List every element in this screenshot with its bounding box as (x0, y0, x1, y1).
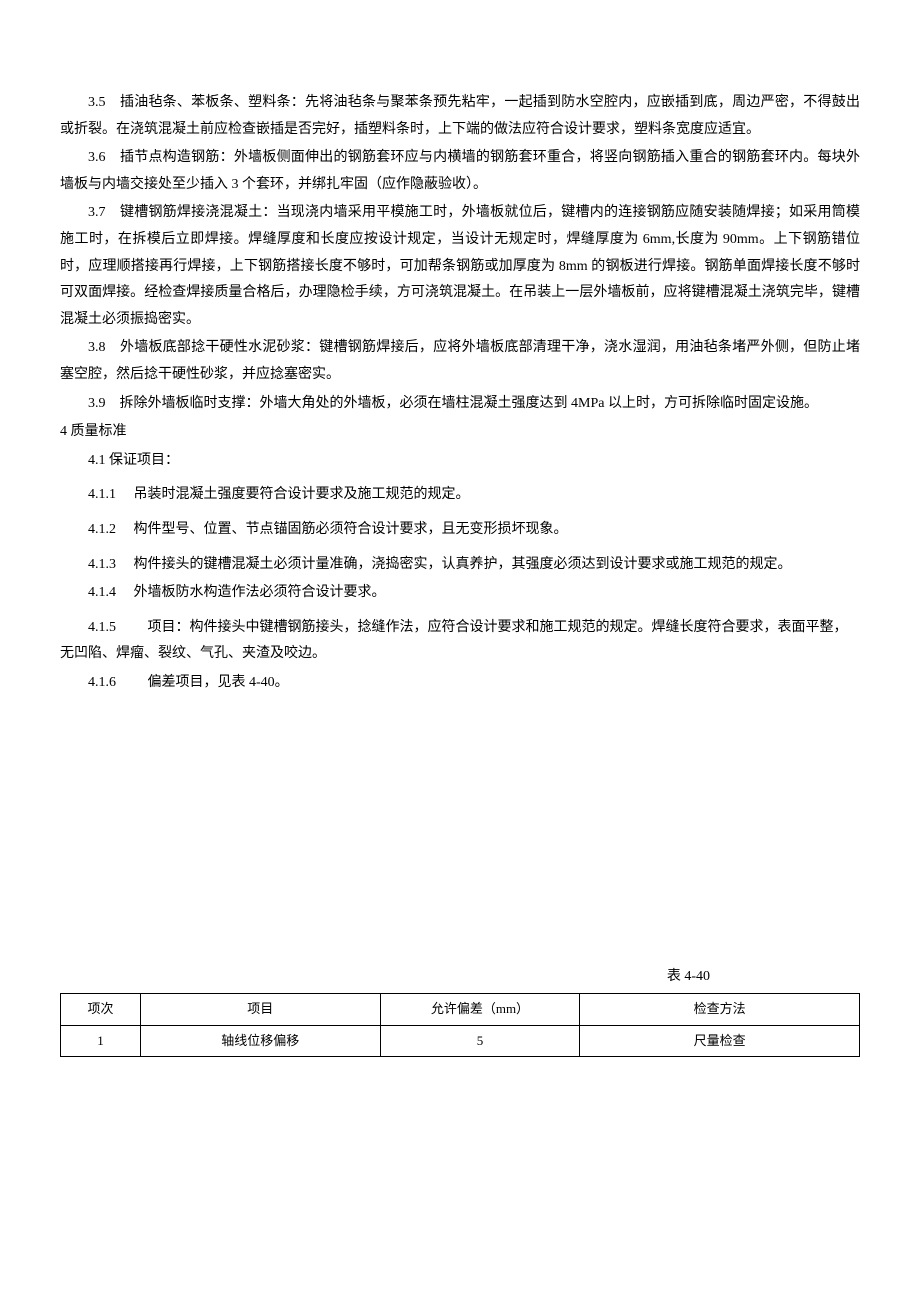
para-3-8: 3.8 外墙板底部捻干硬性水泥砂浆：键槽钢筋焊接后，应将外墙板底部清理干净，浇水… (60, 335, 860, 388)
deviation-table: 项次 项目 允许偏差（mm） 检查方法 1 轴线位移偏移 5 尺量检查 (60, 993, 860, 1057)
section-4-1: 4.1 保证项目： (60, 448, 860, 475)
spacer (60, 704, 860, 964)
table-cell-r1c1: 1 (61, 1025, 141, 1057)
item-4-1-4: 4.1.4 外墙板防水构造作法必须符合设计要求。 (60, 580, 860, 607)
item-4-1-5: 4.1.5 项目：构件接头中键槽钢筋接头，捻缝作法，应符合设计要求和施工规范的规… (60, 615, 860, 668)
table-cell-r1c3: 5 (380, 1025, 580, 1057)
item-4-1-3: 4.1.3 构件接头的键槽混凝土必须计量准确，浇捣密实，认真养护，其强度必须达到… (60, 552, 860, 579)
para-3-7: 3.7 键槽钢筋焊接浇混凝土：当现浇内墙采用平模施工时，外墙板就位后，键槽内的连… (60, 200, 860, 333)
para-3-9: 3.9 拆除外墙板临时支撑：外墙大角处的外墙板，必须在墙柱混凝土强度达到 4MP… (60, 391, 860, 418)
para-3-6: 3.6 插节点构造钢筋：外墙板侧面伸出的钢筋套环应与内横墙的钢筋套环重合，将竖向… (60, 145, 860, 198)
table-header-row: 项次 项目 允许偏差（mm） 检查方法 (61, 994, 860, 1026)
table-cell-r1c2: 轴线位移偏移 (140, 1025, 380, 1057)
table-header-col4: 检查方法 (580, 994, 860, 1026)
table-header-col3: 允许偏差（mm） (380, 994, 580, 1026)
heading-4: 4 质量标准 (60, 419, 860, 446)
table-row: 1 轴线位移偏移 5 尺量检查 (61, 1025, 860, 1057)
item-4-1-1: 4.1.1 吊装时混凝土强度要符合设计要求及施工规范的规定。 (60, 482, 860, 509)
para-3-5: 3.5 插油毡条、苯板条、塑料条：先将油毡条与聚苯条预先粘牢，一起插到防水空腔内… (60, 90, 860, 143)
table-header-col2: 项目 (140, 994, 380, 1026)
item-4-1-2: 4.1.2 构件型号、位置、节点锚固筋必须符合设计要求，且无变形损坏现象。 (60, 517, 860, 544)
table-cell-r1c4: 尺量检查 (580, 1025, 860, 1057)
item-4-1-6: 4.1.6 偏差项目，见表 4-40。 (60, 670, 860, 697)
table-label: 表 4-40 (60, 964, 860, 991)
table-header-col1: 项次 (61, 994, 141, 1026)
